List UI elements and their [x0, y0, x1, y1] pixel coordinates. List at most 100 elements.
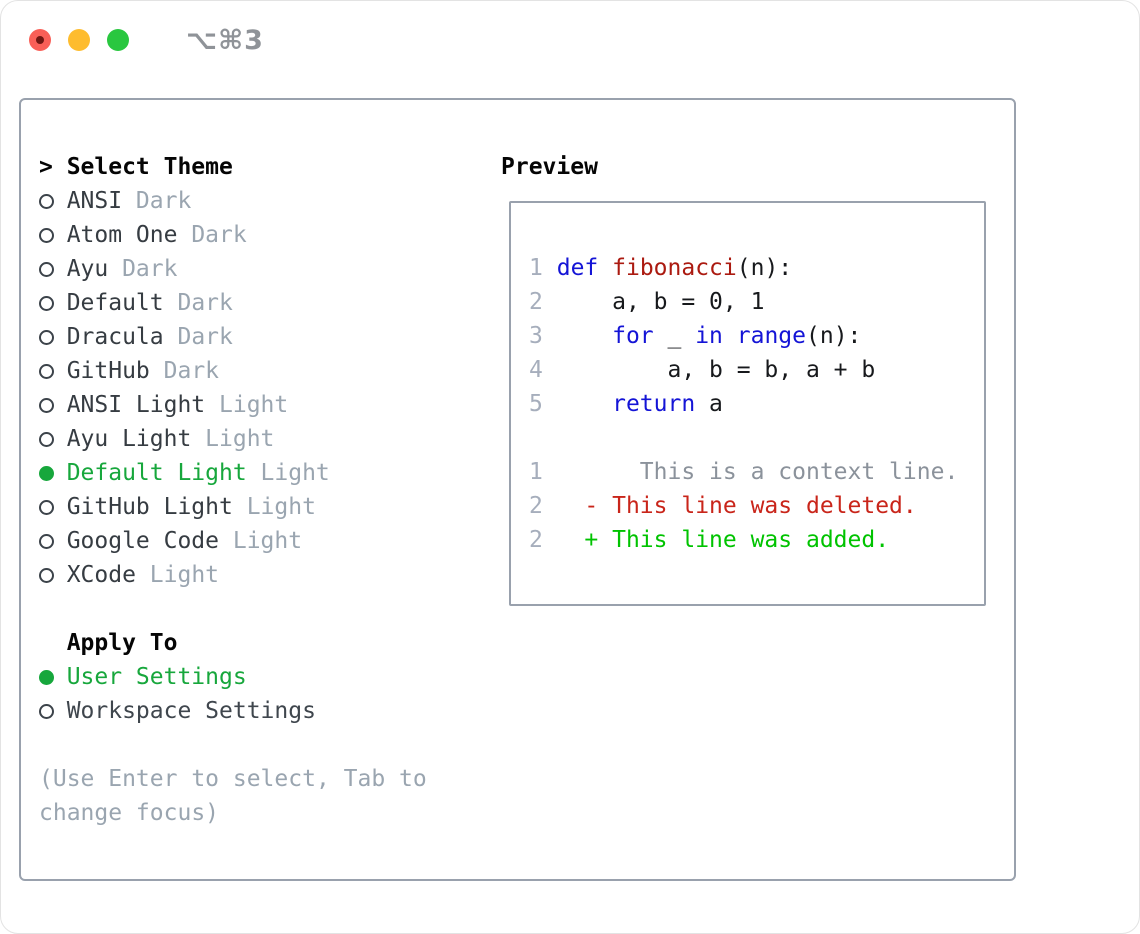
theme-name-label: GitHub: [66, 358, 150, 384]
theme-variant-tag: Dark: [191, 222, 247, 248]
theme-list: ANSI Dark Atom One Dark Ayu Dark Default Dark Dr…: [39, 184, 501, 592]
code-line: 2 a, b = 0, 1: [529, 285, 984, 319]
radio-unselected-icon: [39, 533, 67, 549]
code-segment: [598, 255, 612, 281]
theme-variant-tag: Dark: [177, 290, 233, 316]
radio-circle: [39, 295, 54, 311]
theme-picker-panel: > Select Theme ANSI Dark Atom One Dark Ayu Dar…: [19, 98, 1016, 881]
code-line: 5 return a: [529, 387, 984, 421]
preview-title: Preview: [501, 154, 598, 180]
theme-name-label: GitHub Light: [66, 494, 233, 520]
line-number: 3: [529, 323, 543, 349]
radio-unselected-icon: [39, 227, 67, 243]
theme-list-item[interactable]: GitHub Dark: [39, 354, 501, 388]
select-theme-header: Select Theme: [66, 154, 233, 180]
apply-to-option[interactable]: Workspace Settings: [39, 694, 501, 728]
theme-name-label: XCode: [66, 562, 136, 588]
radio-unselected-icon: [39, 193, 67, 209]
radio-unselected-icon: [39, 431, 67, 447]
apply-to-header: Apply To: [66, 630, 178, 656]
radio-unselected-icon: [39, 499, 67, 515]
theme-list-item[interactable]: Atom One Dark: [39, 218, 501, 252]
maximize-button[interactable]: [107, 29, 129, 51]
theme-list-item[interactable]: Default Dark: [39, 286, 501, 320]
theme-list-item[interactable]: Default Light Light: [39, 456, 501, 490]
theme-list-column: > Select Theme ANSI Dark Atom One Dark Ayu Dar…: [39, 150, 501, 879]
apply-option-label: Workspace Settings: [66, 698, 316, 724]
theme-variant-tag: Light: [260, 460, 330, 486]
theme-list-item[interactable]: GitHub Light Light: [39, 490, 501, 524]
close-button[interactable]: [29, 29, 51, 51]
radio-circle: [39, 465, 54, 481]
theme-variant-tag: Light: [149, 562, 220, 588]
theme-list-item[interactable]: ANSI Light Light: [39, 388, 501, 422]
gutter-gap: [543, 357, 557, 383]
theme-list-item[interactable]: Google Code Light: [39, 524, 501, 558]
radio-circle: [39, 567, 54, 583]
code-line: 4 a, b = b, a + b: [529, 353, 984, 387]
radio-circle: [39, 227, 54, 243]
code-segment: (n):: [736, 255, 793, 281]
radio-circle: [39, 431, 54, 447]
code-segment: range: [736, 323, 807, 349]
code-segment: in: [695, 323, 723, 349]
gutter-gap: [529, 425, 543, 451]
code-segment: a: [695, 391, 723, 417]
apply-to-option[interactable]: User Settings: [39, 660, 501, 694]
radio-unselected-icon: [39, 363, 67, 379]
theme-list-item[interactable]: XCode Light: [39, 558, 501, 592]
gutter-gap: [543, 527, 557, 553]
radio-unselected-icon: [39, 567, 67, 583]
code-line: 1 This is a context line.: [529, 455, 984, 489]
line-number: 2: [529, 289, 543, 315]
theme-variant-tag: Dark: [135, 188, 192, 214]
code-segment: _: [653, 323, 696, 349]
code-segment: [723, 323, 737, 349]
hint-text: (Use Enter to select, Tab to change focu…: [39, 766, 427, 826]
radio-circle: [39, 533, 54, 549]
code-segment: [557, 323, 612, 349]
cursor-indicator: >: [39, 154, 53, 180]
line-number: 4: [529, 357, 543, 383]
theme-name-label: Dracula: [66, 324, 164, 350]
close-indicator-dot: [36, 36, 44, 44]
theme-variant-tag: Light: [232, 528, 303, 554]
minimize-button[interactable]: [68, 29, 90, 51]
code-line: 1 def fibonacci(n):: [529, 251, 984, 285]
line-number: 5: [529, 391, 543, 417]
select-theme-header-row: > Select Theme: [39, 150, 501, 184]
theme-variant-tag: Light: [219, 392, 289, 418]
theme-name-label: ANSI Light: [66, 392, 206, 418]
theme-name-label: Ayu: [66, 256, 109, 282]
radio-unselected-icon: [39, 329, 67, 345]
code-segment: This is a context line.: [556, 459, 959, 485]
code-segment: return: [612, 391, 696, 417]
radio-circle: [39, 261, 54, 277]
theme-variant-tag: Dark: [122, 256, 178, 282]
radio-selected-icon: [39, 465, 67, 481]
theme-list-item[interactable]: ANSI Dark: [39, 184, 501, 218]
gutter-gap: [543, 493, 557, 519]
line-number: 1: [529, 255, 543, 281]
theme-name-label: Default Light: [66, 460, 247, 486]
theme-list-item[interactable]: Ayu Light Light: [39, 422, 501, 456]
window-shortcut-label: ⌥⌘3: [186, 24, 264, 56]
code-segment: fibonacci: [612, 255, 737, 281]
theme-variant-tag: Dark: [177, 324, 233, 350]
preview-column: Preview 1 def fibonacci(n): 2 a, b = 0, 1…: [501, 150, 1014, 879]
line-number: 2: [529, 527, 543, 553]
theme-list-item[interactable]: Dracula Dark: [39, 320, 501, 354]
code-line: 2 + This line was added.: [529, 523, 984, 557]
radio-unselected-icon: [39, 397, 67, 413]
radio-circle: [39, 669, 54, 685]
line-number: 2: [529, 493, 543, 519]
radio-circle: [39, 499, 54, 515]
code-segment: for: [612, 323, 654, 349]
radio-circle: [39, 329, 54, 345]
theme-name-label: Google Code: [66, 528, 220, 554]
theme-list-item[interactable]: Ayu Dark: [39, 252, 501, 286]
theme-name-label: Ayu Light: [66, 426, 192, 452]
